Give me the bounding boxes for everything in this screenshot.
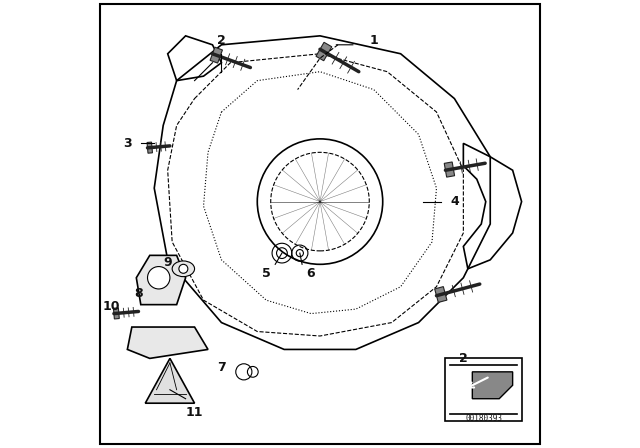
Text: 00180393: 00180393 <box>465 414 502 423</box>
Polygon shape <box>113 308 119 319</box>
Circle shape <box>179 264 188 273</box>
Text: 8: 8 <box>134 287 143 300</box>
Circle shape <box>148 267 170 289</box>
Polygon shape <box>136 255 186 305</box>
Text: 5: 5 <box>262 267 271 280</box>
Polygon shape <box>147 142 152 153</box>
FancyBboxPatch shape <box>445 358 522 421</box>
Text: 6: 6 <box>307 267 316 280</box>
Text: 11: 11 <box>186 405 204 419</box>
Text: 3: 3 <box>123 137 132 150</box>
Polygon shape <box>472 372 513 399</box>
Polygon shape <box>145 358 195 403</box>
Polygon shape <box>435 287 447 302</box>
Text: 4: 4 <box>450 195 459 208</box>
Text: 2: 2 <box>459 352 468 365</box>
Polygon shape <box>316 42 332 61</box>
Text: 10: 10 <box>103 300 120 314</box>
Text: 7: 7 <box>217 361 226 374</box>
Text: 2: 2 <box>217 34 226 47</box>
Polygon shape <box>444 162 454 177</box>
Text: 1: 1 <box>369 34 378 47</box>
Text: 9: 9 <box>163 255 172 269</box>
Polygon shape <box>127 327 208 358</box>
Ellipse shape <box>172 261 195 276</box>
Polygon shape <box>210 47 223 63</box>
